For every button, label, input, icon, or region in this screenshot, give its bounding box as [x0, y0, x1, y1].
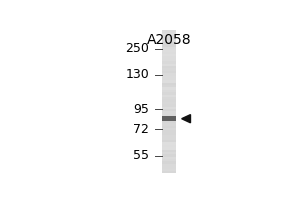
Bar [162, 92, 176, 95]
Bar [162, 111, 176, 114]
Bar [162, 130, 176, 133]
Bar [162, 66, 176, 68]
Bar [162, 159, 176, 161]
Bar [162, 121, 176, 123]
Bar [162, 157, 176, 159]
Bar [162, 145, 176, 147]
Text: 55: 55 [133, 149, 149, 162]
Text: 95: 95 [133, 103, 149, 116]
Bar [162, 164, 176, 166]
Bar [162, 133, 176, 135]
Bar [162, 128, 176, 130]
Bar [162, 68, 176, 71]
Bar [162, 78, 176, 80]
Bar [162, 140, 176, 142]
Bar [162, 42, 176, 44]
Bar [162, 59, 176, 61]
Bar [162, 44, 176, 47]
Bar [162, 83, 176, 85]
Bar [162, 47, 176, 49]
Bar [162, 104, 176, 107]
Bar [162, 116, 176, 118]
Bar [162, 150, 176, 152]
Bar [162, 52, 176, 54]
Bar [162, 37, 176, 40]
Bar [162, 166, 176, 169]
Bar [162, 154, 176, 157]
Text: 72: 72 [133, 123, 149, 136]
Bar [162, 171, 176, 173]
Bar [162, 95, 176, 97]
Bar [162, 73, 176, 76]
Bar [162, 35, 176, 37]
Bar [162, 30, 176, 173]
Text: A2058: A2058 [146, 33, 191, 47]
Bar [162, 33, 176, 35]
Bar [162, 71, 176, 73]
Bar [162, 123, 176, 126]
Bar [162, 116, 176, 121]
Polygon shape [182, 115, 190, 123]
Bar [162, 85, 176, 87]
Bar [162, 76, 176, 78]
Bar [162, 169, 176, 171]
Bar [162, 147, 176, 150]
Bar [162, 99, 176, 102]
Bar [162, 30, 176, 33]
Bar [162, 56, 176, 59]
Bar [162, 54, 176, 56]
Bar [162, 102, 176, 104]
Bar [162, 114, 176, 116]
Bar [162, 118, 176, 121]
Bar [162, 40, 176, 42]
Bar [162, 61, 176, 64]
Bar [162, 126, 176, 128]
Text: 250: 250 [125, 42, 149, 55]
Bar [162, 97, 176, 99]
Bar [162, 135, 176, 138]
Bar [162, 152, 176, 154]
Bar [162, 107, 176, 109]
Bar [162, 49, 176, 52]
Bar [162, 87, 176, 90]
Bar [162, 142, 176, 145]
Bar [162, 161, 176, 164]
Bar [162, 90, 176, 92]
Text: 130: 130 [125, 68, 149, 81]
Bar [162, 80, 176, 83]
Bar [162, 138, 176, 140]
Bar [162, 64, 176, 66]
Bar [162, 109, 176, 111]
